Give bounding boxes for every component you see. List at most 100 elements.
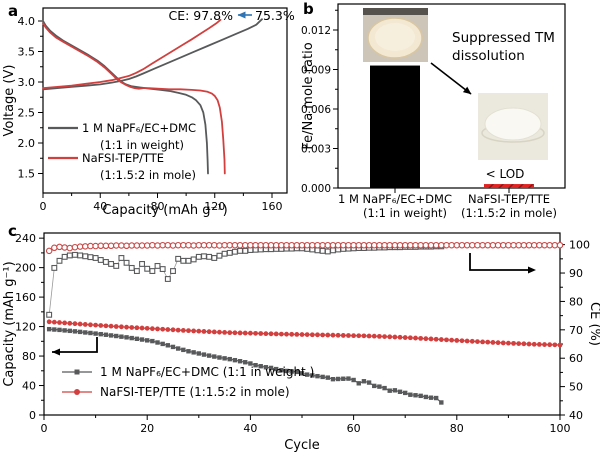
x-axis-tick-label: 20 — [140, 422, 154, 435]
ce-red-marker — [350, 241, 357, 249]
right-axis-tick-label: 90 — [569, 267, 583, 280]
ce-gray-marker — [164, 276, 171, 282]
plot-area: 0.000 0.003 0.006 0.009 0.012 — [301, 3, 566, 195]
ce-red-marker — [469, 241, 476, 249]
ce-red-marker — [494, 241, 502, 249]
ce-red-marker — [159, 241, 166, 249]
capacity-red-marker — [315, 332, 320, 338]
ce-red-marker — [541, 241, 548, 249]
ce-value-label: CE: 97.8% — [168, 8, 233, 23]
ce-red-marker — [143, 242, 151, 249]
ce-red-marker — [458, 241, 466, 249]
ce-red-marker — [149, 241, 156, 249]
ce-red-marker — [386, 241, 393, 249]
left-axis-tick-label: 240 — [15, 232, 36, 245]
ce-gray-marker — [133, 268, 140, 274]
ce-gray-marker — [206, 253, 213, 260]
capacity-gray-marker — [98, 331, 103, 337]
ce-red-marker — [370, 241, 378, 249]
ce-red-marker — [87, 242, 94, 250]
ce-gray-marker — [159, 266, 166, 273]
capacity-red-marker — [175, 327, 181, 333]
capacity-red-marker — [531, 341, 537, 347]
capacity-gray-marker — [103, 332, 109, 337]
capacity-red-marker — [278, 331, 284, 337]
capacity-red-marker — [361, 333, 367, 339]
ce-red-marker — [551, 241, 559, 249]
capacity-red-marker — [299, 332, 305, 337]
capacity-gray-marker — [165, 343, 171, 348]
ce-red-marker — [97, 242, 105, 250]
capacity-red-marker — [211, 329, 217, 335]
capacity-red-marker — [129, 325, 135, 330]
capacity-red-marker — [232, 330, 238, 336]
ce-red-marker — [180, 241, 187, 249]
capacity-gray-marker — [134, 336, 140, 342]
ce-initial-label: 75.3% — [255, 8, 295, 23]
capacity-gray-marker — [77, 329, 83, 335]
ce-red-marker — [272, 241, 280, 249]
ce-gray-marker — [51, 264, 58, 271]
ce-red-marker — [417, 241, 424, 249]
voltage-curve-red — [42, 22, 226, 175]
axes-frame — [337, 3, 566, 189]
ce-red-marker — [412, 241, 419, 249]
capacity-gray-marker — [439, 400, 444, 405]
capacity-gray-marker — [377, 384, 382, 389]
ce-red-marker — [391, 241, 399, 249]
ce-red-marker — [365, 241, 373, 249]
y-axis-tick-label: 0.012 — [301, 25, 331, 37]
separator-photo-before — [363, 8, 428, 62]
ce-gray-marker — [211, 255, 218, 261]
ce-red-marker — [520, 241, 528, 249]
capacity-red-marker — [268, 331, 274, 337]
capacity-red-marker — [77, 321, 83, 327]
capacity-gray-marker — [423, 394, 429, 400]
ce-red-marker — [71, 243, 79, 251]
ce-red-marker — [293, 241, 301, 249]
x-axis-title: Capacity (mAh g⁻¹) — [102, 203, 227, 218]
ce-red-marker — [345, 241, 352, 249]
capacity-gray-marker — [212, 354, 217, 359]
capacity-gray-marker — [387, 388, 392, 393]
capacity-gray-marker — [206, 353, 212, 358]
capacity-red-marker — [552, 342, 558, 348]
ce-red-marker — [303, 241, 311, 249]
capacity-red-marker — [103, 323, 109, 329]
ce-red-marker — [45, 247, 53, 255]
ce-gray-marker — [46, 311, 53, 318]
ce-gray-marker — [216, 252, 223, 259]
panel-a-label: a — [8, 2, 19, 20]
capacity-gray-marker — [320, 374, 325, 380]
capacity-gray-marker — [304, 372, 310, 377]
x-axis-tick-label: 80 — [450, 422, 464, 435]
photo1-dark-band — [363, 8, 428, 15]
voltage-curve-red — [42, 18, 222, 89]
capacity-gray-marker — [428, 395, 434, 400]
category-sublabel: (1:1.5:2 in mole) — [461, 206, 557, 220]
capacity-red-marker — [423, 336, 429, 342]
capacity-gray-marker — [175, 346, 181, 351]
capacity-red-marker — [82, 322, 88, 327]
capacity-red-marker — [62, 320, 68, 326]
capacity-red-marker — [139, 325, 145, 331]
bar-nafsi — [484, 184, 534, 188]
capacity-gray-marker — [186, 349, 191, 354]
x-axis-tick-label: 0 — [40, 200, 47, 213]
left-pointer-head — [52, 348, 60, 356]
capacity-gray-marker — [408, 392, 413, 397]
ce-red-marker — [112, 242, 120, 249]
ce-red-marker — [510, 241, 517, 249]
left-axis-tick-label: 80 — [22, 350, 36, 363]
capacity-red-marker — [242, 330, 248, 336]
ce-gray-marker — [324, 248, 331, 255]
y-axis-tick-label: 1.5 — [18, 168, 36, 181]
capacity-red-marker — [428, 336, 434, 342]
ce-red-marker — [185, 241, 192, 249]
right-axis-tick-label: 60 — [569, 352, 583, 365]
legend-label: 1 M NaPF₆/EC+DMC (1:1 in weight ) — [100, 365, 314, 379]
ce-red-marker — [262, 241, 270, 249]
capacity-red-marker — [248, 330, 253, 336]
ce-gray-marker — [144, 265, 151, 272]
y-axis-tick-label: 2.5 — [18, 107, 36, 120]
